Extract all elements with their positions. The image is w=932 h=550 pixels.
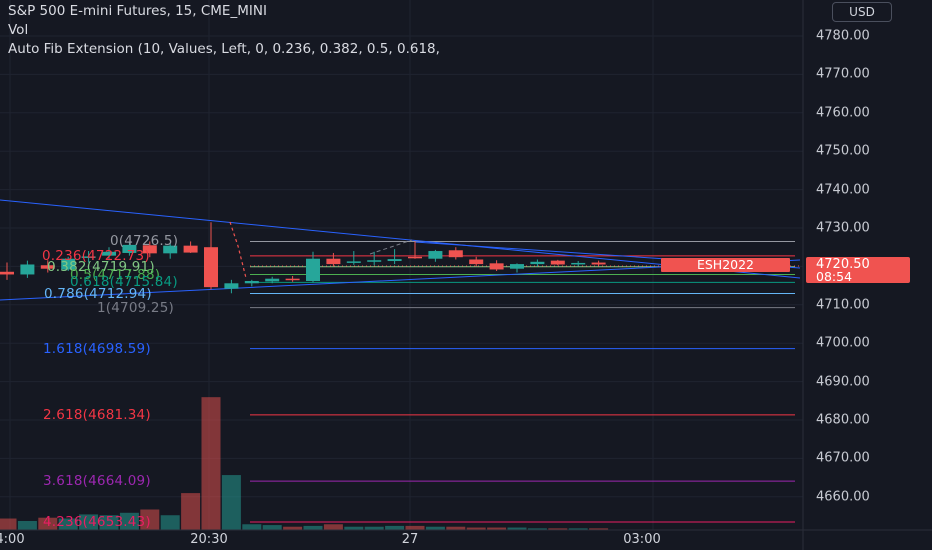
candle-body: [346, 261, 361, 263]
fib-level-label: 0(4726.5): [110, 233, 179, 250]
candle-body: [204, 247, 218, 288]
grid-lines: [0, 0, 803, 530]
volume-bar: [262, 525, 282, 530]
volume-bar: [181, 493, 201, 530]
volume-bar: [38, 517, 58, 530]
candle-body: [469, 259, 484, 265]
volume-bar: [527, 528, 547, 530]
currency-button[interactable]: USD: [832, 2, 892, 22]
fib-level-label: 4.236(4653.43): [43, 514, 151, 531]
volume-bar: [79, 514, 99, 530]
last-price: 4720.50: [816, 257, 870, 272]
volume-bar: [119, 512, 139, 530]
fib-level-label: 1.618(4698.59): [43, 340, 151, 357]
volume-bar: [283, 526, 303, 530]
candle-body: [244, 280, 259, 284]
volume-bar: [548, 528, 568, 530]
volume-bar: [201, 397, 221, 530]
time-tick-label: 27: [401, 532, 419, 547]
candle-body: [326, 258, 341, 265]
bar-countdown: 08:54: [816, 269, 853, 284]
candle-body: [142, 245, 157, 254]
symbol-badge: ESH2022: [661, 258, 790, 272]
volume-bar: [160, 515, 180, 530]
volume-bar: [487, 527, 507, 530]
fib-level-label: 0.236(4722.73): [42, 247, 150, 264]
volume-bar: [405, 525, 425, 530]
candle-body: [20, 264, 35, 275]
candle-body: [306, 258, 320, 281]
fib-level-label: 0.5(4717.88): [70, 266, 161, 283]
price-tick-label: 4680.00: [816, 412, 870, 428]
candle-body: [428, 251, 443, 259]
time-tick-label: 20:30: [190, 532, 228, 547]
fib-trend-dashed: [369, 239, 413, 255]
price-tick-label: 4770.00: [816, 66, 870, 82]
price-tick-label: 4780.00: [816, 28, 870, 44]
candle-body: [367, 260, 382, 262]
fib-anchor-line: [229, 221, 247, 279]
candle-body: [530, 261, 545, 265]
candles: [0, 222, 606, 294]
volume-bar: [99, 515, 119, 530]
volume-bar: [17, 520, 37, 530]
candle-body: [387, 259, 402, 262]
candle-body: [224, 283, 239, 289]
volume-bar: [568, 528, 588, 530]
volume-bar: [589, 528, 609, 530]
candle-body: [448, 250, 463, 258]
volume-bar: [58, 518, 78, 530]
price-tick-label: 4760.00: [816, 105, 870, 121]
candle-body: [285, 278, 300, 281]
volume-bar: [323, 524, 343, 530]
candle-body: [550, 260, 565, 265]
last-price-badge: 4720.50 08:54: [806, 257, 910, 283]
fib-level-label: 1(4709.25): [97, 299, 174, 316]
volume-bar: [466, 527, 486, 530]
volume-bar: [221, 475, 241, 530]
fib-level-label: 0.382(4719.91): [47, 258, 155, 275]
price-tick-label: 4660.00: [816, 489, 870, 505]
candle-body: [183, 245, 198, 253]
price-tick-label: 4730.00: [816, 220, 870, 236]
price-tick-label: 4690.00: [816, 374, 870, 390]
volume-bar: [446, 526, 466, 530]
candle-body: [265, 278, 280, 282]
price-tick-label: 4710.00: [816, 297, 870, 313]
candle-body: [61, 258, 76, 270]
volume-bar: [344, 526, 364, 530]
candle-body: [510, 264, 524, 269]
volume-bar: [425, 526, 445, 530]
candle-body: [122, 244, 137, 253]
volume-bar: [385, 525, 405, 530]
candle-body: [102, 251, 116, 256]
time-tick-label: 4:00: [0, 532, 25, 547]
fib-level-label: 0.786(4712.94): [44, 285, 152, 302]
fib-level-label: 2.618(4681.34): [43, 406, 151, 423]
candle-body: [408, 256, 422, 259]
price-tick-label: 4670.00: [816, 450, 870, 466]
price-tick-label: 4740.00: [816, 182, 870, 198]
price-tick-label: 4750.00: [816, 143, 870, 159]
fib-level-label: 3.618(4664.09): [43, 473, 151, 490]
fib-lines: [250, 240, 795, 523]
volume-bar: [507, 527, 527, 530]
candle-body: [489, 263, 504, 270]
time-tick-label: 03:00: [623, 532, 661, 547]
candle-body: [571, 262, 586, 265]
candle-body: [163, 245, 178, 254]
candle-body: [81, 256, 96, 258]
price-tick-label: 4700.00: [816, 335, 870, 351]
volume-bar: [303, 525, 323, 530]
volume-bar: [140, 509, 160, 530]
candle-body: [40, 265, 55, 269]
candle-body: [0, 271, 14, 275]
volume-bar: [364, 526, 384, 530]
volume-bars: [0, 397, 609, 530]
fib-level-label: 0.618(4715.84): [70, 274, 178, 291]
volume-bar: [242, 524, 262, 530]
candle-body: [591, 262, 606, 265]
volume-bar: [0, 518, 17, 530]
